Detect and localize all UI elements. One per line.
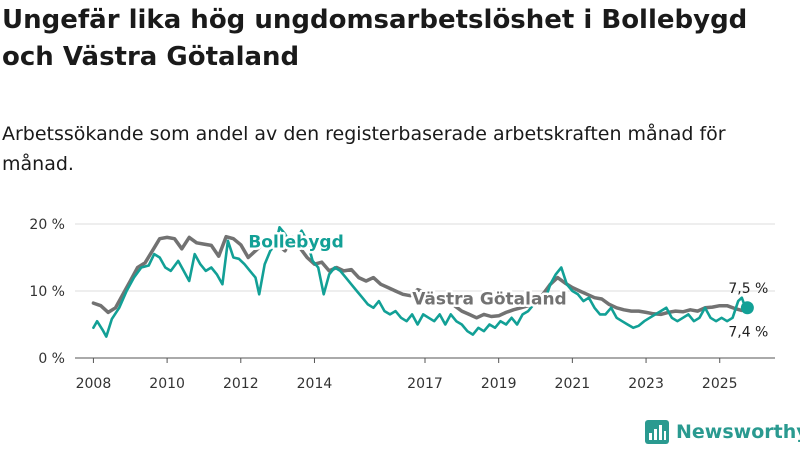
series-line-vastra-gotaland bbox=[91, 234, 750, 320]
series-end-dot bbox=[740, 301, 754, 315]
end-value-label: 7,5 % bbox=[728, 281, 768, 297]
chart-title: Ungefär lika hög ungdomsarbetslöshet i B… bbox=[2, 5, 748, 72]
newsworthy-logo[interactable]: Newsworthy bbox=[645, 420, 800, 444]
logo-bar bbox=[654, 429, 657, 440]
x-tick-label: 2012 bbox=[223, 376, 259, 392]
x-tick-label: 2023 bbox=[628, 376, 664, 392]
x-tick-label: 2008 bbox=[76, 376, 112, 392]
y-tick-label: 10 % bbox=[29, 284, 65, 300]
y-tick-label: 20 % bbox=[29, 217, 65, 233]
logo-bar bbox=[664, 431, 666, 440]
line-chart: 0 % 10 % 20 % 2008 2010 2012 2014 2017 2019 2021 2… bbox=[29, 217, 775, 392]
brand-name: Newsworthy bbox=[676, 421, 800, 443]
logo-bar bbox=[659, 425, 662, 440]
x-tick-label: 2017 bbox=[407, 376, 443, 392]
x-tick-label: 2025 bbox=[702, 376, 738, 392]
x-tick-label: 2014 bbox=[297, 376, 333, 392]
x-tick-label: 2019 bbox=[481, 376, 517, 392]
bar-chart-icon bbox=[645, 420, 669, 444]
y-tick-label: 0 % bbox=[38, 351, 65, 367]
chart-subtitle: Arbetssökande som andel av den registerb… bbox=[2, 123, 726, 175]
logo-bar bbox=[649, 433, 652, 440]
x-tick-label: 2010 bbox=[149, 376, 185, 392]
label-layer: 7,5 % 7,4 % Bollebygd Västra Götaland bbox=[246, 230, 769, 340]
grid-layer: 0 % 10 % 20 % 2008 2010 2012 2014 2017 2019 2021 2… bbox=[29, 217, 775, 392]
end-value-label: 7,4 % bbox=[728, 324, 768, 340]
series-layer bbox=[91, 226, 750, 338]
x-tick-label: 2021 bbox=[555, 376, 591, 392]
series-label: Västra Götaland bbox=[412, 289, 567, 309]
series-line-bollebygd bbox=[92, 226, 749, 338]
series-label: Bollebygd bbox=[248, 232, 343, 252]
